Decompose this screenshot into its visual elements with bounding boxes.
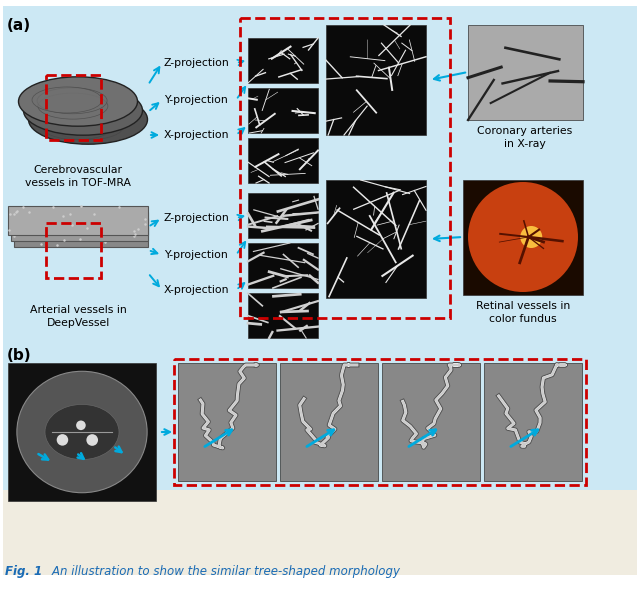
Bar <box>326 180 426 298</box>
Text: Coronary arteries: Coronary arteries <box>477 126 573 136</box>
Text: Fig. 1: Fig. 1 <box>5 565 42 578</box>
Bar <box>382 363 480 481</box>
Circle shape <box>76 421 86 430</box>
Text: Y-projection: Y-projection <box>164 250 228 260</box>
Bar <box>326 25 426 135</box>
Ellipse shape <box>37 88 107 114</box>
Bar <box>248 38 318 83</box>
Bar <box>3 490 637 575</box>
Ellipse shape <box>53 114 124 140</box>
Bar <box>240 18 450 318</box>
Bar <box>11 211 148 241</box>
Text: X-projection: X-projection <box>164 285 230 295</box>
Ellipse shape <box>17 371 147 493</box>
Ellipse shape <box>58 96 128 122</box>
Bar <box>280 363 378 481</box>
Text: Y-projection: Y-projection <box>164 95 228 105</box>
Circle shape <box>86 434 98 446</box>
Text: color fundus: color fundus <box>489 314 557 324</box>
Text: Z-projection: Z-projection <box>164 58 230 68</box>
Bar <box>14 218 148 247</box>
Text: (a): (a) <box>7 18 31 33</box>
Ellipse shape <box>47 105 117 131</box>
Text: Arterial vessels in: Arterial vessels in <box>29 305 126 315</box>
Bar <box>178 363 276 481</box>
Ellipse shape <box>45 404 119 460</box>
Bar <box>174 359 586 485</box>
Text: in X-ray: in X-ray <box>504 139 546 149</box>
Bar <box>248 193 318 238</box>
Bar <box>46 223 101 278</box>
Ellipse shape <box>19 77 138 126</box>
Text: vessels in TOF-MRA: vessels in TOF-MRA <box>25 178 131 188</box>
Bar <box>8 205 148 235</box>
Bar <box>463 180 583 295</box>
Ellipse shape <box>29 95 147 144</box>
Text: Z-projection: Z-projection <box>164 213 230 223</box>
Ellipse shape <box>56 98 125 124</box>
Text: X-projection: X-projection <box>164 130 230 140</box>
Bar <box>484 363 582 481</box>
Ellipse shape <box>49 90 120 116</box>
Bar <box>468 25 583 120</box>
Text: Retinal vessels in: Retinal vessels in <box>476 301 570 311</box>
Text: (b): (b) <box>7 348 31 363</box>
Circle shape <box>520 226 542 248</box>
Ellipse shape <box>24 86 143 135</box>
Bar <box>248 138 318 183</box>
Bar <box>248 88 318 133</box>
Ellipse shape <box>42 114 113 140</box>
Bar <box>248 293 318 338</box>
Bar <box>248 243 318 288</box>
Text: DeepVessel: DeepVessel <box>46 318 109 328</box>
Ellipse shape <box>32 87 102 113</box>
Text: An illustration to show the similar tree-shaped morphology: An illustration to show the similar tree… <box>37 565 400 578</box>
Ellipse shape <box>38 93 108 119</box>
Text: Cerebrovascular: Cerebrovascular <box>33 165 122 175</box>
Bar <box>46 75 101 140</box>
Bar <box>3 6 637 490</box>
Bar <box>8 363 156 501</box>
Circle shape <box>468 182 578 292</box>
Circle shape <box>57 434 68 445</box>
